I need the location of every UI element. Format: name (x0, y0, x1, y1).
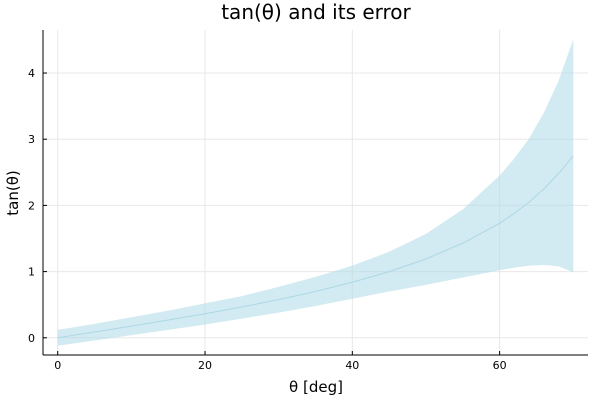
y-tick-label: 3 (28, 133, 35, 146)
axes (42, 30, 588, 356)
y-axis-label: tan(θ) (4, 170, 22, 215)
series-line (57, 155, 574, 339)
y-tick-label: 0 (28, 332, 35, 345)
tick-labels: 0 20 40 60 0 1 2 3 4 (28, 67, 507, 372)
chart-title: tan(θ) and its error (221, 0, 411, 24)
x-tick-label: 60 (493, 359, 507, 372)
y-tick-label: 2 (28, 199, 35, 212)
y-tick-label: 4 (28, 67, 35, 80)
error-band (57, 39, 574, 346)
error-band-layer (57, 39, 574, 346)
x-tick-label: 20 (198, 359, 212, 372)
x-axis-label: θ [deg] (289, 378, 343, 396)
x-tick-label: 0 (54, 359, 61, 372)
x-tick-label: 40 (345, 359, 359, 372)
series-line-layer (57, 155, 574, 339)
grid (43, 30, 588, 355)
y-tick-label: 1 (28, 266, 35, 279)
